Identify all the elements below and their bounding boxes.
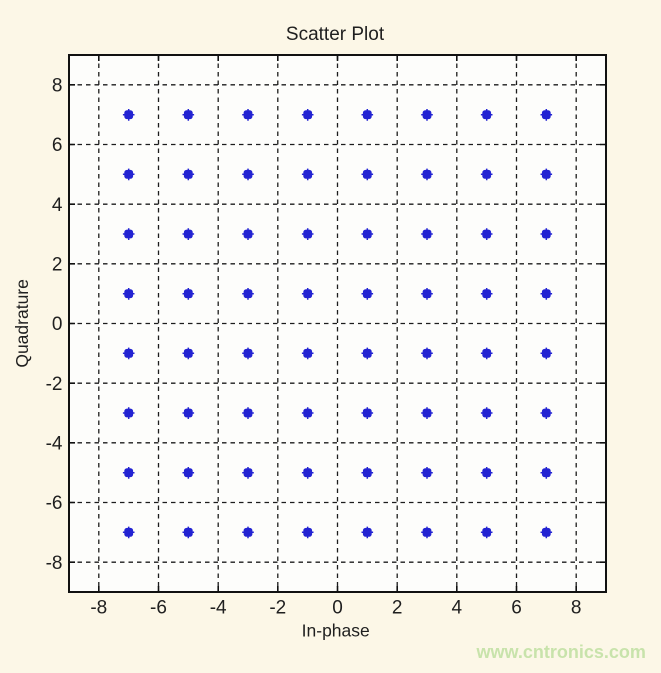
svg-text:-2: -2 [269, 598, 286, 619]
svg-text:0: 0 [52, 314, 63, 335]
svg-text:0: 0 [332, 598, 343, 619]
svg-text:-2: -2 [46, 374, 63, 395]
svg-text:4: 4 [52, 195, 63, 216]
svg-text:2: 2 [392, 598, 403, 619]
svg-text:8: 8 [571, 598, 582, 619]
svg-text:-8: -8 [90, 598, 107, 619]
svg-text:-6: -6 [46, 493, 63, 514]
svg-text:www.cntronics.com: www.cntronics.com [476, 642, 646, 662]
svg-text:In-phase: In-phase [302, 620, 370, 640]
svg-text:-8: -8 [46, 553, 63, 574]
svg-text:6: 6 [52, 135, 63, 156]
svg-text:2: 2 [52, 254, 63, 275]
svg-text:Quadrature: Quadrature [12, 279, 32, 368]
svg-text:-6: -6 [150, 598, 167, 619]
svg-text:4: 4 [452, 598, 463, 619]
svg-text:6: 6 [511, 598, 522, 619]
svg-text:-4: -4 [46, 433, 63, 454]
svg-text:-4: -4 [210, 598, 227, 619]
svg-text:8: 8 [52, 75, 63, 96]
svg-text:Scatter Plot: Scatter Plot [286, 24, 385, 45]
